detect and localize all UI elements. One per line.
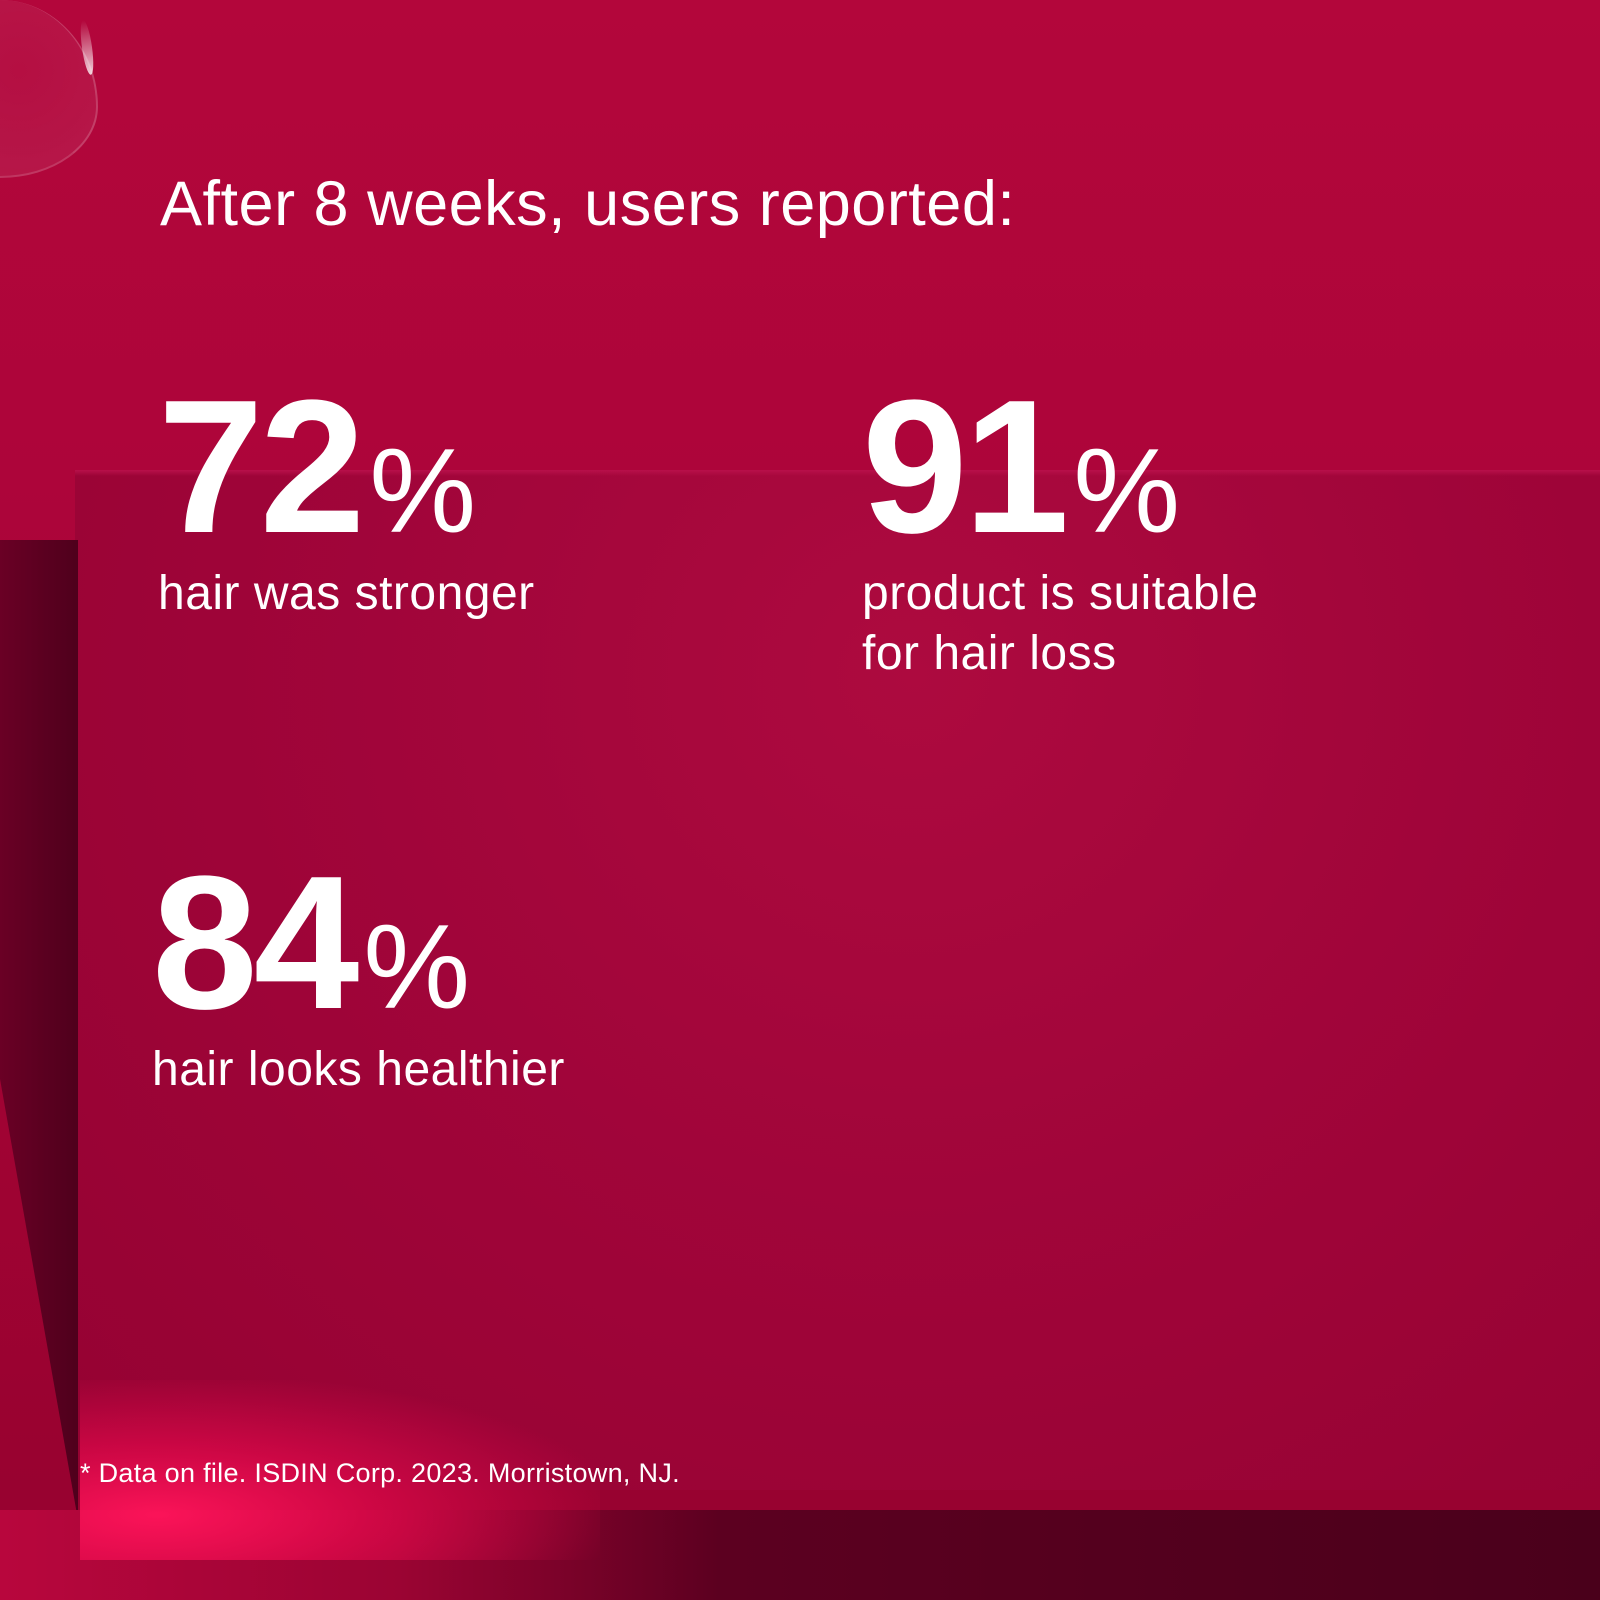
stat-number: 72 <box>158 361 365 573</box>
stat-suitable: 91% product is suitable for hair loss <box>862 372 1502 684</box>
stat-value: 72% <box>158 372 798 562</box>
percent-sign: % <box>369 424 477 558</box>
percent-sign: % <box>363 900 471 1034</box>
stat-label: hair looks healthier <box>152 1043 565 1096</box>
percent-sign: % <box>1073 424 1181 558</box>
stat-healthier: 84% hair looks healthier <box>152 848 792 1100</box>
headline: After 8 weeks, users reported: <box>160 169 1016 239</box>
stat-number: 91 <box>862 361 1069 573</box>
product-box-shape <box>75 470 1600 1490</box>
stat-label: hair was stronger <box>158 567 535 620</box>
stat-label: product is suitable for hair loss <box>862 564 1502 684</box>
stat-value: 91% <box>862 372 1502 562</box>
stat-value: 84% <box>152 848 792 1038</box>
box-edge-highlight <box>75 470 1600 476</box>
stat-label-line: product is suitable <box>862 567 1259 620</box>
footnote: * Data on file. ISDIN Corp. 2023. Morris… <box>80 1458 680 1488</box>
stat-number: 84 <box>152 837 359 1049</box>
stat-label-line: for hair loss <box>862 627 1117 680</box>
stat-stronger: 72% hair was stronger <box>158 372 798 624</box>
light-glow <box>80 1380 600 1560</box>
